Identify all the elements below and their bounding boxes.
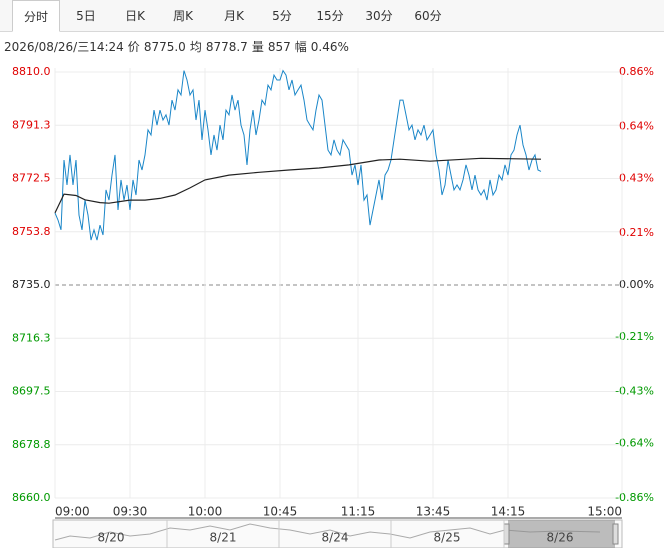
x-tick-label: 13:45 xyxy=(416,505,451,519)
y-tick-label: 8678.8 xyxy=(12,438,51,451)
navigator-window[interactable] xyxy=(508,520,615,548)
y2-tick-label: 0.86% xyxy=(619,65,654,78)
info-label: 量 xyxy=(251,40,264,54)
navigator-sparkline xyxy=(54,523,601,541)
info-datetime: 2026/08/26/三14:24 xyxy=(4,40,124,54)
tab[interactable]: 分时 xyxy=(12,0,60,32)
info-value: 8775.0 xyxy=(143,40,186,54)
tab[interactable]: 月K xyxy=(224,9,244,23)
tab[interactable]: 5日 xyxy=(76,9,96,23)
info-label: 均 xyxy=(189,40,202,54)
y2-tick-label: 0.64% xyxy=(619,119,654,132)
y-tick-label: 8660.0 xyxy=(12,491,51,504)
y2-tick-label: 0.43% xyxy=(619,172,654,185)
x-tick-label: 09:00 xyxy=(55,505,90,519)
x-tick-label: 10:45 xyxy=(263,505,298,519)
navigator-label: 8/24 xyxy=(322,531,349,545)
y-tick-label: 8753.8 xyxy=(12,225,51,238)
series-line xyxy=(54,157,542,214)
y-tick-label: 8697.5 xyxy=(12,385,51,398)
navigator-handle[interactable] xyxy=(612,523,619,545)
tab[interactable]: 周K xyxy=(173,9,193,23)
navigator[interactable]: 8/20 8/21 8/24 8/25 8/26 xyxy=(52,519,623,548)
y-tick-label: 8772.5 xyxy=(12,172,51,185)
tab[interactable]: 15分 xyxy=(316,9,344,23)
y2-tick-label: -0.64% xyxy=(615,437,654,450)
y2-tick-label: -0.43% xyxy=(615,385,654,398)
x-tick-label: 15:00 xyxy=(587,505,622,519)
axes: 8810.0 8791.3 8772.5 8753.8 8735.0 8716.3 8697… xyxy=(12,65,654,519)
info-line: 2026/08/26/三14:24 价 8775.0 均 8778.7 量 857 幅 0.46… xyxy=(4,38,353,55)
navigator-label: 8/25 xyxy=(434,531,461,545)
tab[interactable]: 30分 xyxy=(365,9,393,23)
y-tick-label: 8735.0 xyxy=(12,278,51,291)
y-tick-label: 8810.0 xyxy=(12,65,51,78)
x-tick-label: 10:00 xyxy=(188,505,223,519)
info-value: 0.46% xyxy=(310,40,349,54)
navigator-label: 8/26 xyxy=(547,531,574,545)
y-tick-label: 8716.3 xyxy=(12,331,51,344)
tab[interactable]: 5分 xyxy=(272,9,292,23)
tab[interactable]: 60分 xyxy=(414,9,442,23)
navigator-handle[interactable] xyxy=(503,523,510,545)
x-tick-label: 11:15 xyxy=(341,505,376,519)
tab[interactable]: 日K xyxy=(125,9,145,23)
info-value: 8778.7 xyxy=(205,40,248,54)
y2-tick-label: -0.86% xyxy=(615,491,654,504)
tab-bar: 分时 5日 日K 周K 月K 5分 15分 30分 60分 xyxy=(0,0,664,32)
navigator-label: 8/21 xyxy=(210,531,237,545)
y2-tick-label: -0.21% xyxy=(615,330,654,343)
y2-tick-label: 0.00% xyxy=(619,278,654,291)
y2-tick-label: 0.21% xyxy=(619,226,654,239)
info-value: 857 xyxy=(267,40,291,54)
x-tick-label: 09:30 xyxy=(113,505,148,519)
x-tick-label: 14:15 xyxy=(491,505,526,519)
navigator-label: 8/20 xyxy=(98,531,125,545)
y-tick-label: 8791.3 xyxy=(12,118,51,131)
info-label: 价 xyxy=(127,40,140,54)
info-label: 幅 xyxy=(294,40,307,54)
series-line xyxy=(54,69,542,241)
